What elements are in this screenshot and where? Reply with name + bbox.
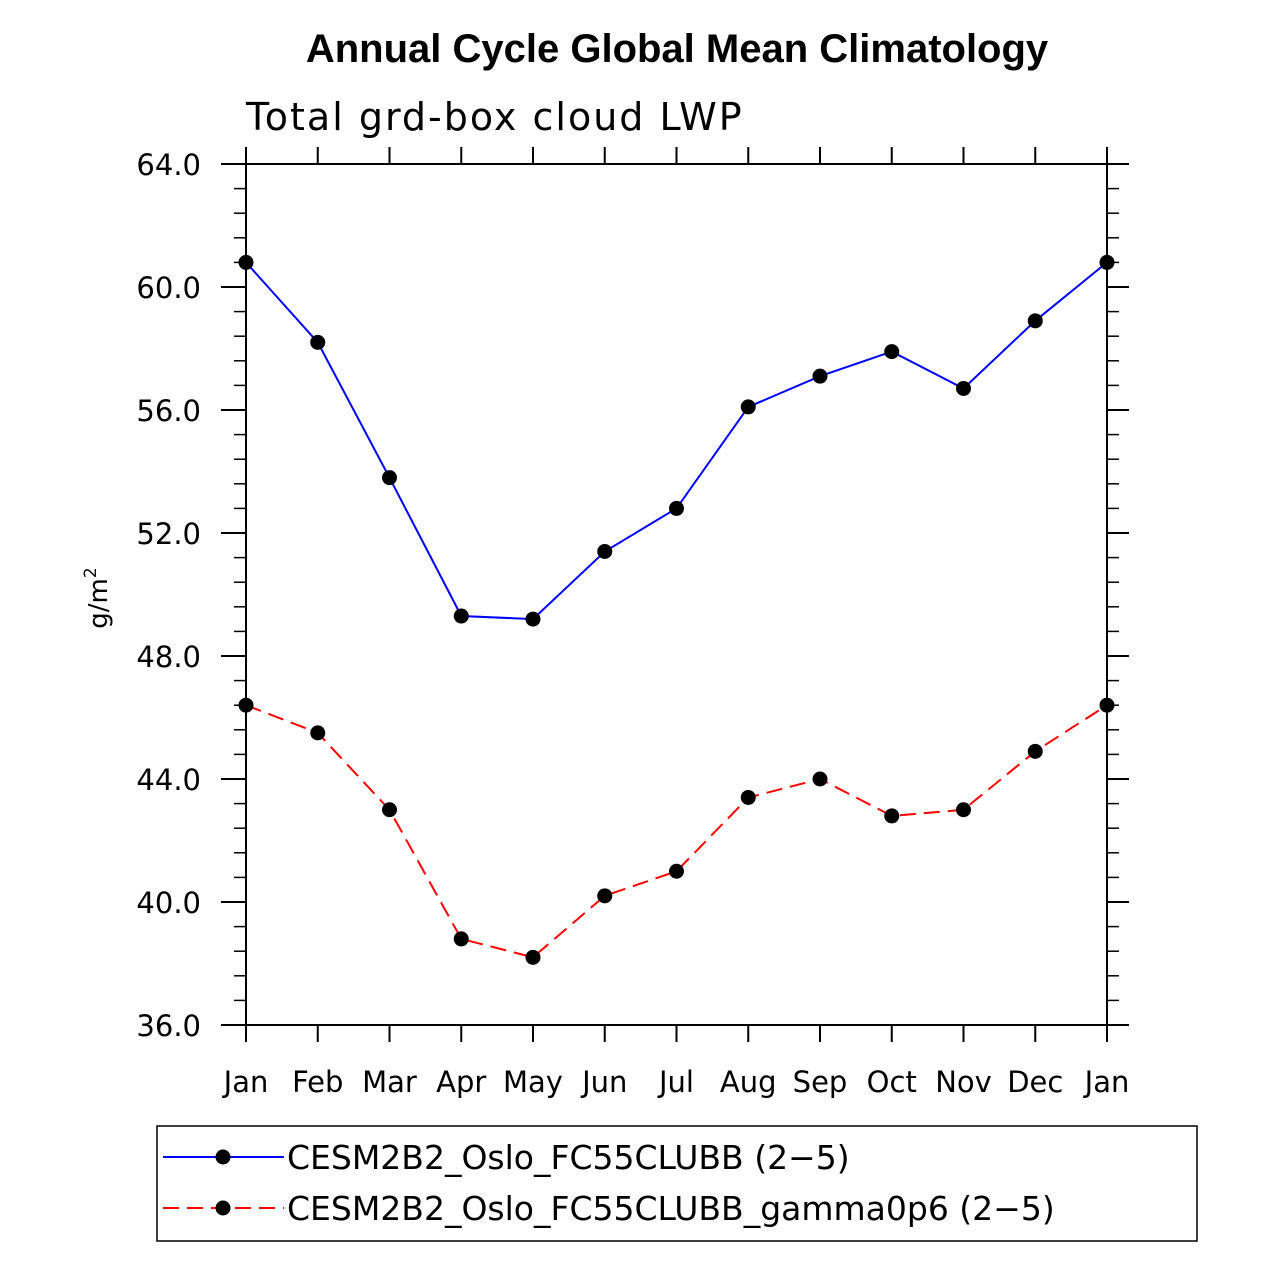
- data-point: [525, 611, 541, 627]
- data-point: [382, 470, 397, 486]
- legend-label-2: CESM2B2_Oslo_FC55CLUBB_gamma0p6 (2−5): [287, 1189, 1055, 1228]
- data-point: [956, 380, 971, 396]
- data-point: [1027, 313, 1043, 329]
- data-point: [740, 399, 756, 415]
- axes: Jan Feb Mar Apr May Jun Jul Aug Sep Oct Nov Dec Jan 3…: [81, 147, 1129, 1099]
- chart-title: Annual Cycle Global Mean Climatology: [306, 27, 1049, 71]
- data-point: [382, 802, 397, 818]
- data-point: [238, 254, 254, 270]
- y-tick-label: 52.0: [136, 517, 201, 551]
- series-lines: [245, 261, 1108, 959]
- data-point: [310, 725, 326, 741]
- x-tick-label: Jun: [580, 1065, 627, 1099]
- series-markers: [238, 254, 1115, 965]
- data-point: [597, 543, 613, 559]
- legend: CESM2B2_Oslo_FC55CLUBB (2−5) CESM2B2_Oslo…: [156, 1125, 1198, 1242]
- data-point: [956, 802, 971, 818]
- legend-marker-2: [215, 1200, 231, 1216]
- y-tick-label: 60.0: [136, 271, 201, 305]
- x-tick-label: Oct: [867, 1065, 917, 1099]
- x-tick-label: Dec: [1007, 1065, 1063, 1099]
- data-point: [884, 344, 900, 360]
- x-tick-label: Apr: [436, 1065, 486, 1099]
- x-tick-label: Nov: [935, 1065, 992, 1099]
- data-point: [1099, 697, 1115, 713]
- data-point: [740, 789, 756, 805]
- x-tick-label: Jan: [1083, 1065, 1130, 1099]
- data-point: [525, 949, 541, 965]
- x-tick-label: Mar: [362, 1065, 417, 1099]
- data-point: [310, 334, 326, 350]
- data-point: [884, 808, 900, 824]
- legend-label-1: CESM2B2_Oslo_FC55CLUBB (2−5): [287, 1138, 850, 1177]
- y-tick-label: 44.0: [136, 763, 201, 797]
- x-tick-label: Feb: [292, 1065, 343, 1099]
- x-tick-label: May: [503, 1065, 563, 1099]
- data-point: [669, 500, 684, 516]
- y-tick-label: 40.0: [136, 886, 201, 920]
- data-point: [812, 771, 828, 787]
- x-tick-label: Jan: [222, 1065, 269, 1099]
- data-point: [1027, 743, 1043, 759]
- chart-subtitle: Total grd-box cloud LWP: [245, 95, 744, 139]
- data-point: [812, 368, 828, 384]
- y-tick-label: 56.0: [136, 394, 201, 428]
- plot-frame: [245, 163, 1108, 1026]
- legend-marker-1: [215, 1149, 231, 1165]
- data-point: [453, 931, 469, 947]
- series-line-2: [245, 704, 1108, 959]
- data-point: [238, 697, 254, 713]
- legend-box: [156, 1125, 1198, 1242]
- y-tick-label: 36.0: [136, 1009, 201, 1043]
- series-line-1: [245, 261, 1108, 621]
- x-tick-label: Jul: [657, 1065, 694, 1099]
- y-axis-label: g/m2: [81, 567, 114, 628]
- data-point: [1099, 254, 1115, 270]
- data-point: [597, 888, 613, 904]
- x-tick-label: Sep: [793, 1065, 848, 1099]
- data-point: [453, 608, 469, 624]
- y-tick-label: 48.0: [136, 640, 201, 674]
- y-tick-label: 64.0: [136, 148, 201, 182]
- data-point: [669, 863, 684, 879]
- x-tick-label: Aug: [720, 1065, 777, 1099]
